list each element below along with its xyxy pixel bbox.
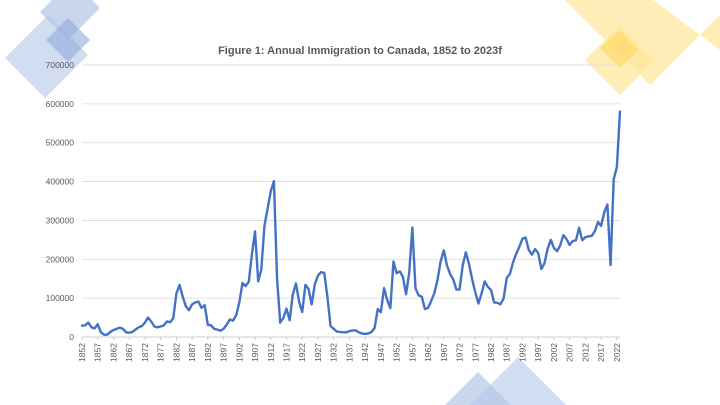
x-tick-label: 1887 [187, 343, 197, 362]
x-tick-label: 2007 [565, 343, 575, 362]
x-tick-label: 1942 [360, 343, 370, 362]
x-tick-label: 1937 [344, 343, 354, 362]
x-tick-label: 1902 [234, 343, 244, 362]
x-tick-label: 1992 [517, 343, 527, 362]
series-line [80, 110, 622, 336]
y-tick-label: 500000 [46, 138, 75, 148]
x-tick-label: 1912 [266, 343, 276, 362]
series-layer [80, 110, 622, 336]
x-tick-label: 1952 [392, 343, 402, 362]
x-tick-label: 1962 [423, 343, 433, 362]
x-tick-label: 1917 [282, 343, 292, 362]
y-tick-label: 100000 [46, 293, 75, 303]
x-tick-label: 1877 [156, 343, 166, 362]
deco-yellow-diamond-inner [600, 30, 638, 68]
x-tick-label: 1872 [140, 343, 150, 362]
chart-title: Figure 1: Annual Immigration to Canada, … [218, 45, 502, 57]
x-tick-label: 1922 [297, 343, 307, 362]
deco-blue-diamond-bottom-2 [470, 357, 566, 405]
x-tick-label: 1957 [407, 343, 417, 362]
deco-yellow-diamond-top-right [565, 0, 720, 85]
x-axis-ticks: 1852 1857 1862 1867 1872 1877 1882 1887 1892 1897… [77, 337, 622, 362]
y-tick-label: 300000 [46, 215, 75, 225]
x-tick-label: 1997 [533, 343, 543, 362]
x-tick-label: 1892 [203, 343, 213, 362]
x-tick-label: 2022 [612, 343, 622, 362]
x-tick-label: 1982 [486, 343, 496, 362]
x-tick-label: 1867 [124, 343, 134, 362]
y-tick-label: 700000 [46, 60, 75, 70]
y-tick-label: 200000 [46, 254, 75, 264]
x-tick-label: 1987 [502, 343, 512, 362]
x-tick-label: 1852 [77, 343, 87, 362]
x-tick-label: 1977 [470, 343, 480, 362]
x-tick-label: 2002 [549, 343, 559, 362]
y-tick-label: 600000 [46, 99, 75, 109]
gridlines [82, 64, 620, 338]
x-tick-label: 1897 [219, 343, 229, 362]
x-tick-label: 1862 [108, 343, 118, 362]
x-tick-label: 2017 [596, 343, 606, 362]
x-tick-label: 2012 [580, 343, 590, 362]
y-tick-label: 0 [69, 332, 74, 342]
x-tick-label: 1927 [313, 343, 323, 362]
x-tick-label: 1947 [376, 343, 386, 362]
x-tick-label: 1907 [250, 343, 260, 362]
y-axis-ticks: 0 100000 200000 300000 400000 500000 600000 700… [46, 60, 75, 342]
x-tick-label: 1932 [329, 343, 339, 362]
y-tick-label: 400000 [46, 177, 75, 187]
deco-blue-diamond-inner [46, 18, 90, 62]
x-tick-label: 1857 [93, 343, 103, 362]
x-tick-label: 1882 [171, 343, 181, 362]
x-tick-label: 1972 [455, 343, 465, 362]
x-tick-label: 1967 [439, 343, 449, 362]
